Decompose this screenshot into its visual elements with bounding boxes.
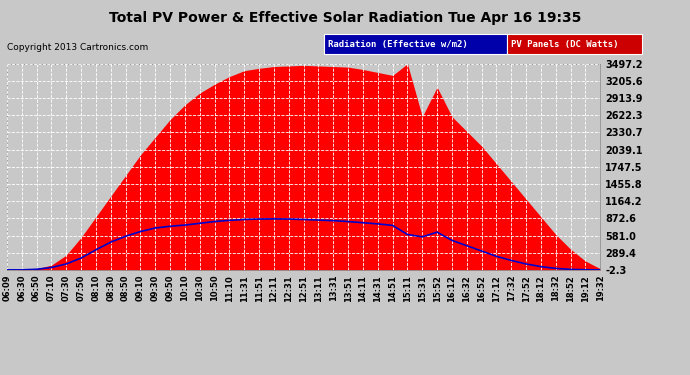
Text: Total PV Power & Effective Solar Radiation Tue Apr 16 19:35: Total PV Power & Effective Solar Radiati…	[109, 11, 581, 25]
Text: PV Panels (DC Watts): PV Panels (DC Watts)	[511, 40, 618, 49]
Text: Radiation (Effective w/m2): Radiation (Effective w/m2)	[328, 40, 468, 49]
Text: Copyright 2013 Cartronics.com: Copyright 2013 Cartronics.com	[7, 43, 148, 52]
